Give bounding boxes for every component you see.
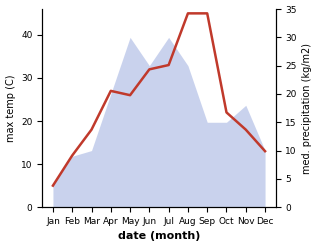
X-axis label: date (month): date (month) [118,231,200,242]
Y-axis label: med. precipitation (kg/m2): med. precipitation (kg/m2) [302,43,313,174]
Y-axis label: max temp (C): max temp (C) [5,74,16,142]
